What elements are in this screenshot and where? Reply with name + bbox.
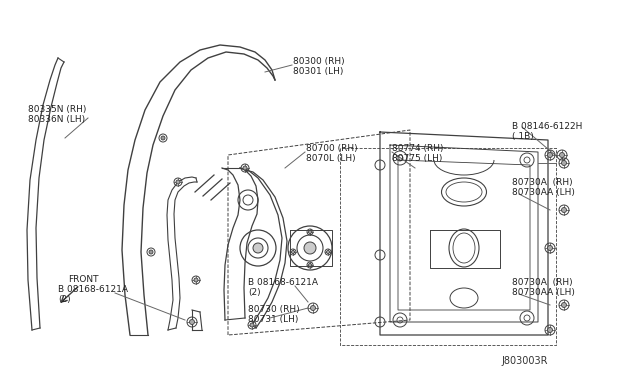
Circle shape xyxy=(561,160,566,166)
Circle shape xyxy=(310,305,316,311)
Circle shape xyxy=(194,278,198,282)
Circle shape xyxy=(547,153,552,157)
Circle shape xyxy=(149,250,153,254)
Circle shape xyxy=(561,302,566,308)
Text: B 08168-6121A
(2): B 08168-6121A (2) xyxy=(58,285,128,304)
Circle shape xyxy=(326,250,330,253)
Text: B 08146-6122H
( 1B): B 08146-6122H ( 1B) xyxy=(512,122,582,141)
Circle shape xyxy=(250,323,254,327)
Text: 80700 (RH)
8070L (LH): 80700 (RH) 8070L (LH) xyxy=(306,144,358,163)
Text: 80730A  (RH)
80730AA (LH): 80730A (RH) 80730AA (LH) xyxy=(512,278,575,297)
Circle shape xyxy=(176,180,180,184)
Circle shape xyxy=(291,250,294,253)
Circle shape xyxy=(308,231,312,234)
Circle shape xyxy=(561,208,566,212)
Circle shape xyxy=(189,320,195,324)
Circle shape xyxy=(559,153,564,157)
Text: 80774 (RH)
80775 (LH): 80774 (RH) 80775 (LH) xyxy=(392,144,444,163)
Circle shape xyxy=(243,166,247,170)
Circle shape xyxy=(161,136,165,140)
Text: 80335N (RH)
80336N (LH): 80335N (RH) 80336N (LH) xyxy=(28,105,86,124)
Text: J803003R: J803003R xyxy=(502,356,548,366)
Circle shape xyxy=(304,242,316,254)
Circle shape xyxy=(547,327,552,333)
Text: 80300 (RH)
80301 (LH): 80300 (RH) 80301 (LH) xyxy=(293,57,344,76)
Text: 80730A  (RH)
80730AA (LH): 80730A (RH) 80730AA (LH) xyxy=(512,178,575,198)
Circle shape xyxy=(547,246,552,250)
Text: FRONT: FRONT xyxy=(68,275,99,284)
Text: 80730 (RH)
80731 (LH): 80730 (RH) 80731 (LH) xyxy=(248,305,300,324)
Circle shape xyxy=(308,263,312,266)
Circle shape xyxy=(253,243,263,253)
Text: B 08168-6121A
(2): B 08168-6121A (2) xyxy=(248,278,318,297)
